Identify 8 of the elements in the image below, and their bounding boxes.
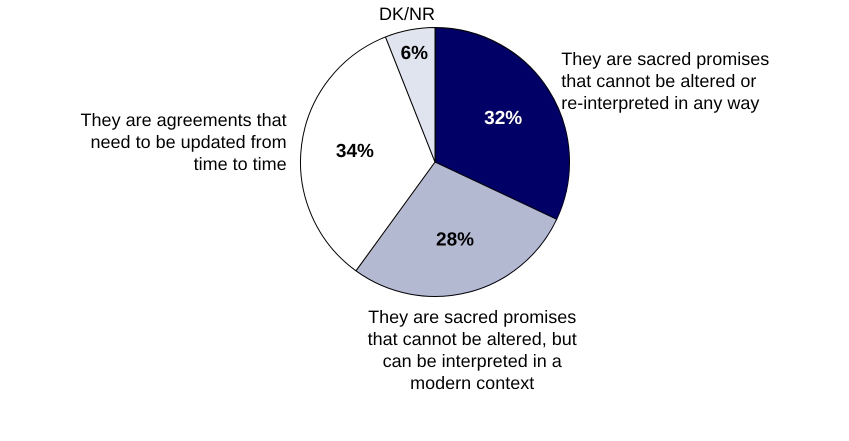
slice-label: They are sacred promises that cannot be altered, but can be interpreted in a modern context: [368, 306, 577, 393]
slice-label: They are sacred promises that cannot be altered or re-interpreted in any way: [561, 48, 770, 113]
slice-label: They are agreements that need to be updated from time to time: [80, 110, 287, 174]
data-label: 34%: [336, 141, 374, 162]
slice-label: DK/NR: [378, 4, 435, 24]
data-label: 6%: [400, 42, 428, 64]
data-label: 32%: [484, 108, 522, 129]
data-label: 28%: [436, 229, 474, 250]
